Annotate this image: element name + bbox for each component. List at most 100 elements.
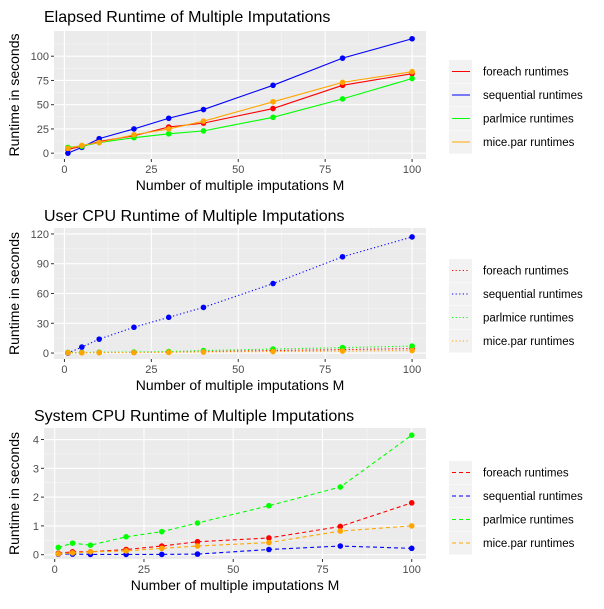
- data-point: [337, 543, 344, 549]
- data-point: [194, 538, 201, 545]
- data-point: [408, 545, 415, 552]
- data-point: [270, 105, 276, 112]
- data-point: [69, 540, 76, 546]
- legend-label: parlmice runtimes: [483, 313, 574, 325]
- data-point: [266, 546, 272, 553]
- data-point: [96, 139, 102, 146]
- y-tick-label: 1: [33, 521, 39, 533]
- data-point: [339, 253, 346, 260]
- y-tick-label: 0: [43, 348, 49, 360]
- data-point: [409, 347, 415, 354]
- data-point: [339, 79, 346, 86]
- data-point: [194, 551, 201, 557]
- plot-panel: [44, 428, 426, 559]
- y-tick-label: 0: [43, 148, 49, 160]
- data-point: [409, 35, 415, 42]
- data-point: [159, 551, 165, 558]
- data-point: [409, 68, 415, 75]
- data-point: [194, 543, 201, 549]
- x-tick-label: 100: [403, 564, 421, 576]
- x-tick-label: 0: [61, 364, 67, 376]
- data-point: [165, 115, 172, 122]
- legend-label: parlmice runtimes: [483, 114, 574, 126]
- data-point: [96, 135, 102, 142]
- legend-label: mice.par runtimes: [483, 137, 575, 149]
- data-point: [87, 549, 94, 555]
- y-tick-label: 0: [33, 550, 39, 562]
- chart-title: User CPU Runtime of Multiple Imputations: [44, 208, 345, 225]
- series-line-foreach: [58, 502, 412, 554]
- data-point: [79, 142, 85, 149]
- legend-label: foreach runtimes: [483, 468, 569, 480]
- data-point: [337, 484, 344, 490]
- data-point: [337, 523, 344, 530]
- data-point: [409, 75, 415, 82]
- x-tick-label: 75: [319, 364, 331, 376]
- x-tick-label: 25: [145, 364, 157, 376]
- chart-title: System CPU Runtime of Multiple Imputatio…: [34, 408, 354, 425]
- x-tick-label: 75: [319, 164, 331, 176]
- x-tick-label: 25: [145, 164, 157, 176]
- data-point: [159, 545, 165, 552]
- data-point: [69, 550, 76, 556]
- data-point: [200, 106, 207, 113]
- data-point: [408, 523, 415, 529]
- y-axis-label: Runtime in seconds: [6, 34, 22, 157]
- data-point: [55, 544, 62, 551]
- data-point: [194, 520, 201, 526]
- user-cpu-chart: User CPU Runtime of Multiple Imputations…: [6, 208, 583, 393]
- y-axis-label: Runtime in seconds: [6, 432, 22, 555]
- data-point: [270, 348, 276, 355]
- legend-label: sequential runtimes: [483, 491, 583, 503]
- y-tick-label: 100: [31, 51, 49, 63]
- x-tick-label: 75: [316, 564, 328, 576]
- legend: foreach runtimes sequential runtimes parlm…: [449, 259, 583, 353]
- legend-key: [449, 306, 472, 329]
- data-point: [270, 98, 276, 105]
- y-tick-label: 120: [31, 229, 49, 241]
- chart-title: Elapsed Runtime of Multiple Imputations: [44, 9, 330, 26]
- x-tick-label: 50: [232, 364, 244, 376]
- data-point: [55, 551, 62, 557]
- x-axis-label: Number of multiple imputations M: [136, 177, 345, 193]
- data-point: [96, 349, 102, 356]
- elapsed-chart: Elapsed Runtime of Multiple Imputations 0…: [6, 9, 583, 193]
- data-point: [266, 535, 272, 541]
- data-point: [165, 314, 172, 321]
- data-point: [165, 349, 172, 356]
- data-point: [65, 145, 71, 152]
- legend: foreach runtimes sequential runtimes parlm…: [449, 60, 583, 154]
- x-axis-label: Number of multiple imputations M: [131, 577, 340, 593]
- x-tick-label: 100: [403, 164, 421, 176]
- data-point: [79, 344, 85, 350]
- data-point: [200, 128, 207, 134]
- data-point: [65, 150, 71, 156]
- y-axis-label: Runtime in seconds: [6, 232, 22, 355]
- data-point: [339, 55, 346, 61]
- data-point: [266, 502, 272, 509]
- data-point: [131, 131, 137, 138]
- data-point: [270, 114, 276, 121]
- x-tick-label: 100: [403, 364, 421, 376]
- legend-key: [449, 259, 472, 282]
- data-point: [409, 234, 415, 240]
- data-point: [337, 528, 344, 534]
- data-point: [266, 539, 272, 546]
- legend-label: mice.par runtimes: [483, 538, 575, 550]
- x-tick-label: 25: [138, 564, 150, 576]
- series-line-sequential: [67, 236, 413, 354]
- data-point: [408, 432, 415, 438]
- data-point: [339, 348, 346, 354]
- data-point: [270, 280, 276, 287]
- legend-label: sequential runtimes: [483, 90, 583, 102]
- y-tick-label: 50: [37, 100, 49, 112]
- data-point: [165, 130, 172, 137]
- x-tick-label: 0: [61, 164, 67, 176]
- y-tick-label: 75: [37, 75, 49, 87]
- x-axis-label: Number of multiple imputations M: [136, 377, 345, 393]
- legend: foreach runtimes sequential runtimes parlm…: [449, 461, 583, 555]
- data-point: [339, 96, 346, 102]
- legend-label: parlmice runtimes: [483, 515, 574, 527]
- data-point: [131, 324, 137, 331]
